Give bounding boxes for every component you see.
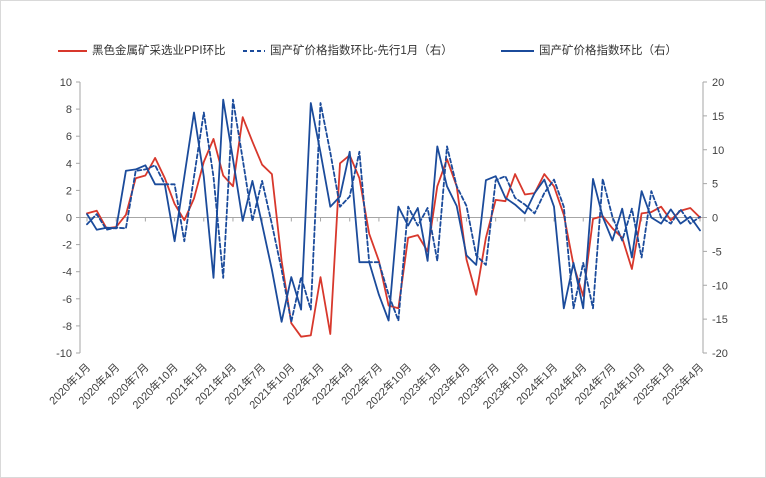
legend-label-ppi: 黑色金属矿采选业PPI环比 (92, 45, 226, 57)
axis-tick-label: -20 (712, 348, 728, 360)
legend-label-index-lead: 国产矿价格指数环比-先行1月（右） (270, 45, 453, 57)
axis-tick-label: 10 (712, 145, 724, 157)
axis-tick-label: 0 (712, 213, 718, 225)
axis-tick-label: -5 (712, 246, 722, 258)
chart-legend: 黑色金属矿采选业PPI环比 国产矿价格指数环比-先行1月（右） 国产矿价格指数环… (1, 42, 765, 60)
series-line-red (86, 116, 701, 338)
legend-label-index: 国产矿价格指数环比（右） (539, 45, 677, 57)
axis-tick-label: 15 (712, 111, 724, 123)
axis-tick-label: 10 (60, 77, 72, 89)
axis-tick-label: -4 (62, 267, 72, 279)
axis-tick-label: 6 (66, 131, 72, 143)
axis-tick-label: 8 (66, 104, 72, 116)
legend-item-index: 国产矿价格指数环比（右） (501, 42, 677, 60)
axis-tick-label: -2 (62, 240, 72, 252)
axis-tick-label: 2 (66, 185, 72, 197)
series-line-solid-blue (86, 98, 701, 323)
axis-tick-label: 0 (66, 213, 72, 225)
axis-tick-label: -10 (712, 280, 728, 292)
axis-tick-label: 5 (712, 179, 718, 191)
axis-tick-label: -8 (62, 321, 72, 333)
blue-solid-line-swatch (501, 50, 534, 52)
axis-tick-label: -10 (56, 348, 72, 360)
axis-tick-label: 20 (712, 77, 724, 89)
legend-item-ppi: 黑色金属矿采选业PPI环比 (58, 42, 226, 60)
axis-tick-label: -6 (62, 294, 72, 306)
blue-dashed-line-swatch (243, 50, 265, 52)
red-solid-line-swatch (58, 50, 87, 52)
series-line-dashed-blue (86, 98, 701, 323)
axis-tick-label: 4 (66, 158, 72, 170)
legend-item-index-lead: 国产矿价格指数环比-先行1月（右） (243, 42, 453, 60)
axis-tick-label: -15 (712, 314, 728, 326)
